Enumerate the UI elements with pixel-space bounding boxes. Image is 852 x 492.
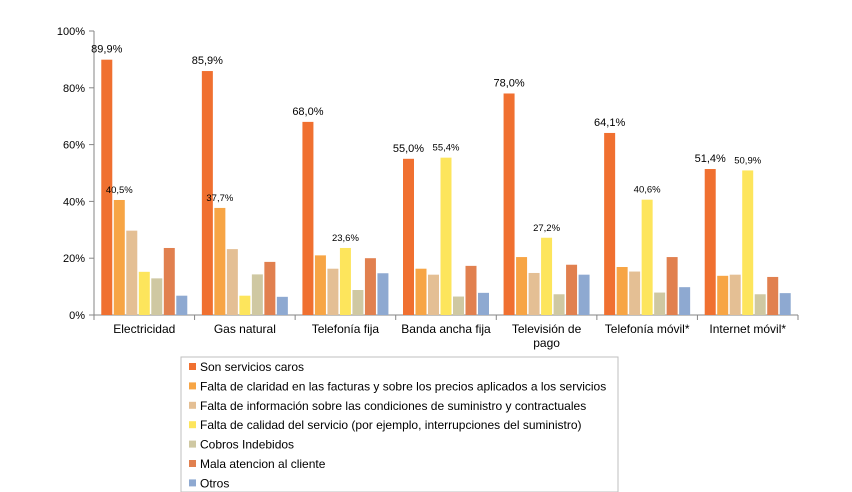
legend-swatch	[189, 363, 196, 370]
bar	[629, 271, 641, 315]
legend-swatch	[189, 401, 196, 409]
bar	[654, 292, 666, 315]
legend-label: Son servicios caros	[200, 360, 304, 374]
bar	[176, 295, 188, 315]
legend: Son servicios caros Falta de claridad en …	[180, 356, 619, 492]
bar	[251, 274, 263, 315]
bar	[302, 121, 314, 315]
data-label: 23,6%	[332, 233, 359, 244]
data-label: 85,9%	[192, 55, 223, 67]
data-label: 27,2%	[533, 223, 560, 234]
bar	[566, 264, 578, 315]
bar	[679, 287, 691, 315]
legend-swatch	[189, 460, 196, 467]
bar	[352, 290, 364, 315]
bar	[226, 249, 238, 315]
bar	[113, 199, 125, 315]
bar	[163, 247, 175, 315]
bar	[528, 272, 540, 315]
x-tick-label: Gas natural	[214, 322, 276, 336]
legend-label: Otros	[200, 476, 229, 490]
bar	[339, 247, 351, 315]
x-tick-label: Banda ancha fija	[401, 322, 491, 336]
legend-swatch	[189, 440, 196, 448]
x-tick-label: Telefonía móvil*	[605, 322, 690, 336]
bar	[729, 274, 741, 315]
bar	[704, 169, 716, 315]
legend-label: Cobros Indebidos	[200, 438, 294, 452]
x-tick-label: Telefonía fija	[312, 322, 380, 336]
legend-swatch	[189, 382, 196, 390]
y-tick-label: 40%	[63, 196, 85, 208]
bar	[465, 265, 477, 315]
bar	[553, 294, 565, 315]
legend-label: Falta de calidad del servicio (por ejemp…	[200, 418, 582, 432]
bar	[503, 93, 515, 315]
data-label: 68,0%	[292, 106, 323, 118]
bar	[666, 257, 678, 315]
bar	[616, 267, 628, 315]
legend-label: Mala atencion al cliente	[200, 457, 326, 471]
bar	[428, 274, 439, 315]
bar	[578, 274, 590, 315]
legend-label: Falta de información sobre las condicion…	[200, 399, 586, 413]
legend-swatch	[189, 479, 196, 487]
bar	[717, 275, 729, 315]
bar	[364, 258, 376, 315]
bar	[403, 158, 414, 315]
bar	[264, 261, 276, 315]
bar	[239, 295, 251, 315]
x-tick-label: Televisión de	[512, 322, 582, 336]
bar	[327, 268, 339, 315]
data-label: 89,9%	[91, 44, 122, 56]
bar	[151, 278, 163, 315]
bar	[314, 255, 326, 315]
data-label: 37,7%	[206, 193, 233, 204]
bar	[779, 293, 791, 315]
bar	[478, 292, 489, 315]
bar	[453, 296, 464, 315]
bar	[440, 157, 452, 315]
x-tick-label: Electricidad	[113, 322, 175, 336]
bar	[415, 268, 427, 315]
bar	[754, 294, 766, 315]
y-tick-label: 100%	[57, 26, 85, 38]
data-label: 78,0%	[493, 77, 524, 89]
data-label: 55,4%	[433, 143, 460, 154]
data-label: 40,5%	[106, 185, 133, 196]
x-tick-label: Internet móvil*	[709, 322, 786, 336]
legend-label: Falta de claridad en las facturas y sobr…	[200, 379, 606, 393]
data-label: 55,0%	[393, 143, 424, 155]
plot-area: 0% 20% 40% 60% 80% 100% Electricidad Gas natura…	[57, 26, 799, 350]
data-label: 50,9%	[734, 155, 761, 166]
bar	[604, 132, 616, 315]
bar	[201, 71, 213, 315]
bar	[767, 276, 779, 315]
bar	[276, 296, 288, 315]
bar	[101, 59, 113, 316]
legend-swatch	[189, 421, 196, 429]
legend-box	[180, 356, 619, 492]
y-tick-label: 0%	[69, 310, 85, 322]
y-tick-label: 60%	[63, 140, 85, 152]
bar	[742, 170, 754, 315]
data-label: 64,1%	[594, 117, 625, 129]
y-tick-label: 80%	[63, 83, 85, 95]
data-label: 51,4%	[695, 153, 726, 165]
bar	[214, 207, 226, 315]
data-label: 40,6%	[634, 185, 661, 196]
bar	[541, 237, 553, 315]
bar	[126, 230, 138, 315]
bar	[641, 199, 653, 315]
bar	[516, 257, 528, 315]
x-tick-label: pago	[533, 336, 560, 350]
y-tick-label: 20%	[63, 253, 85, 265]
bar	[377, 273, 389, 315]
bar	[138, 271, 150, 315]
